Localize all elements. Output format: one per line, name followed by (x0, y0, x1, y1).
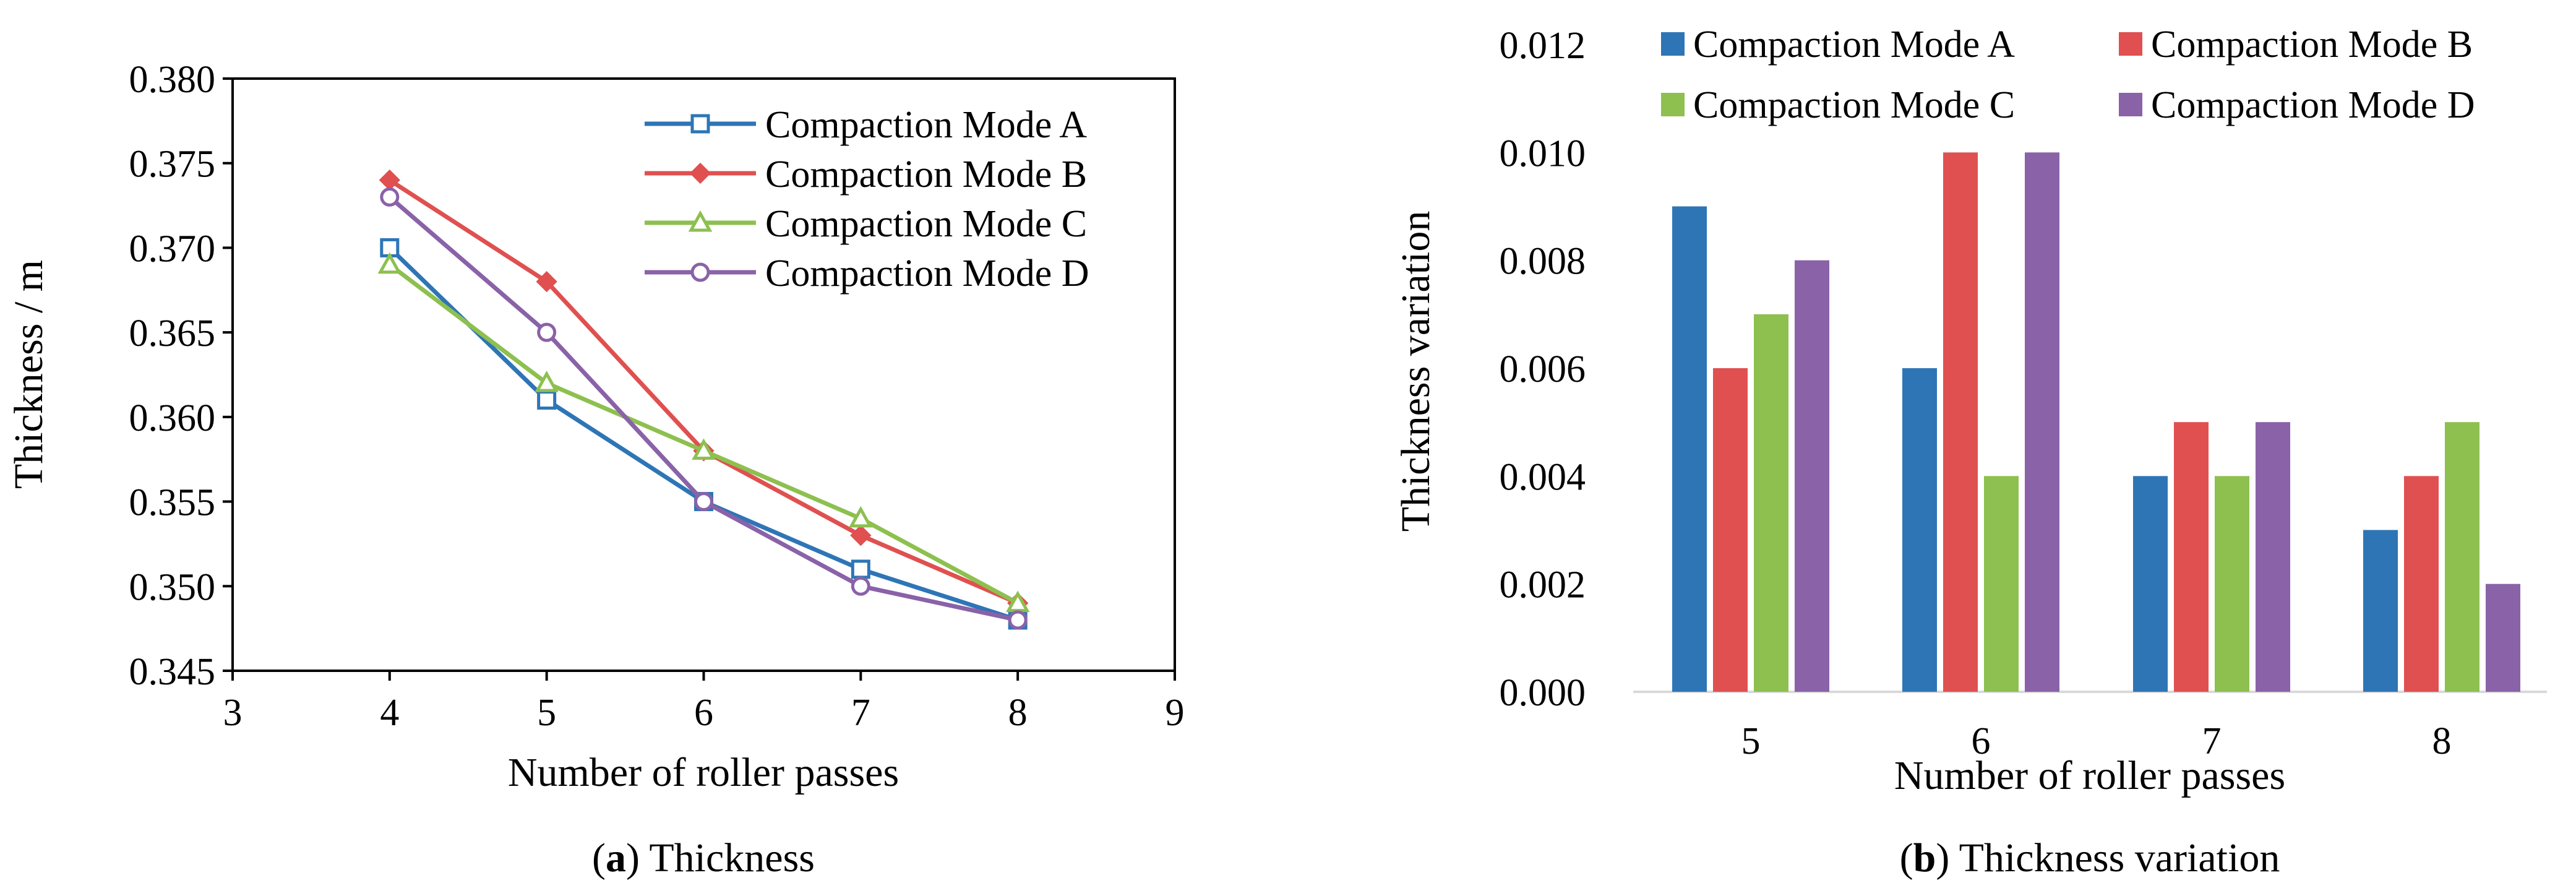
bar (1984, 476, 2019, 692)
y-axis-title: Thickness variation (1393, 211, 1438, 532)
data-point (377, 252, 402, 274)
x-tick-label: 5 (1741, 720, 1761, 762)
x-axis-title: Number of roller passes (508, 750, 899, 795)
bar (2025, 152, 2059, 692)
y-tick-label: 0.355 (129, 482, 216, 524)
legend-label: Compaction Mode A (1693, 24, 2015, 66)
x-tick-label: 4 (380, 692, 399, 734)
panel-b-caption: (b) Thickness variation (1900, 835, 2280, 881)
legend-label: Compaction Mode D (2151, 84, 2475, 126)
y-axis: 0.000 0.002 0.004 0.006 0.008 0.010 0.012 (1500, 25, 1586, 714)
data-point (536, 270, 557, 293)
data-point (849, 506, 873, 528)
y-tick-label: 0.008 (1500, 241, 1586, 283)
panel-a-caption-letter: a (606, 835, 626, 881)
bar (2486, 584, 2520, 692)
x-tick-label: 9 (1166, 692, 1185, 734)
panel-a-caption: (a) Thickness (592, 835, 815, 881)
y-axis-title: Thickness / m (6, 260, 51, 489)
y-tick-label: 0.012 (1500, 25, 1586, 67)
legend-label: Compaction Mode C (765, 203, 1087, 245)
legend-label: Compaction Mode B (765, 153, 1087, 196)
legend-label: Compaction Mode D (765, 252, 1089, 295)
data-point (535, 371, 559, 392)
thickness-line-chart: 0.345 0.350 0.355 0.360 0.365 0.370 0.375 0.380… (6, 59, 1185, 881)
y-tick-label: 0.360 (129, 397, 216, 439)
bar (1795, 260, 1829, 692)
data-point (1008, 610, 1028, 630)
bar (1943, 152, 1978, 692)
y-tick-label: 0.004 (1500, 456, 1586, 498)
data-point (692, 438, 716, 460)
bar (2215, 476, 2249, 692)
x-tick-label: 7 (851, 692, 870, 734)
series-layer (377, 169, 1030, 630)
data-point (850, 525, 872, 546)
legend-swatch (1661, 32, 1685, 56)
y-tick-label: 0.002 (1500, 564, 1586, 606)
x-tick-label: 7 (2202, 720, 2222, 762)
data-point (537, 390, 557, 410)
y-tick-label: 0.350 (129, 566, 216, 608)
bar (2174, 422, 2209, 692)
bar (2133, 476, 2168, 692)
bar (2363, 530, 2398, 692)
y-tick-label: 0.345 (129, 651, 216, 693)
panel-b-caption-letter: b (1913, 835, 1936, 881)
x-axis-title: Number of roller passes (1894, 753, 2285, 798)
y-tick-label: 0.370 (129, 228, 216, 270)
data-point (537, 322, 557, 342)
legend-marker (690, 262, 710, 282)
panel-b-caption-text: Thickness variation (1959, 835, 2280, 881)
bar (2445, 422, 2479, 692)
legend-label: Compaction Mode B (2151, 24, 2473, 66)
data-point (694, 492, 713, 512)
x-tick-label: 6 (1972, 720, 1991, 762)
bar (2256, 422, 2290, 692)
legend: Compaction Mode A Compaction Mode B Compac… (645, 104, 1089, 295)
legend-marker (689, 162, 711, 184)
legend: Compaction Mode A Compaction Mode B Compac… (1661, 24, 2475, 126)
legend-swatch (2119, 32, 2142, 56)
bar (1902, 368, 1937, 692)
y-tick-label: 0.006 (1500, 348, 1586, 390)
legend-label: Compaction Mode C (1693, 84, 2015, 126)
data-point (851, 559, 870, 579)
x-tick-label: 6 (694, 692, 713, 734)
y-axis: 0.345 0.350 0.355 0.360 0.365 0.370 0.375 0.380 (129, 59, 233, 693)
y-tick-label: 0.010 (1500, 132, 1586, 174)
x-axis: 3 4 5 6 7 8 9 (223, 671, 1185, 734)
panel-a-caption-text: Thickness (649, 835, 815, 881)
legend-swatch (1661, 93, 1685, 116)
y-tick-label: 0.000 (1500, 672, 1586, 714)
y-tick-label: 0.380 (129, 59, 216, 101)
data-point (851, 576, 870, 596)
bar (2404, 476, 2439, 692)
bars-layer (1672, 152, 2520, 692)
legend-swatch (2119, 93, 2142, 116)
bar (1713, 368, 1748, 692)
legend-label: Compaction Mode A (765, 104, 1087, 146)
x-axis: 5 6 7 8 (1741, 720, 2452, 762)
x-tick-label: 3 (223, 692, 243, 734)
x-tick-label: 5 (537, 692, 556, 734)
y-tick-label: 0.375 (129, 144, 216, 186)
thickness-variation-bar-chart: 0.000 0.002 0.004 0.006 0.008 0.010 0.012 5 6 7 8… (1393, 24, 2547, 881)
data-point (380, 187, 400, 207)
legend-marker (690, 114, 710, 134)
x-tick-label: 8 (2432, 720, 2452, 762)
legend-marker (688, 210, 713, 232)
y-tick-label: 0.365 (129, 312, 216, 355)
x-tick-label: 8 (1008, 692, 1028, 734)
bar (1754, 314, 1788, 692)
bar (1672, 206, 1707, 692)
